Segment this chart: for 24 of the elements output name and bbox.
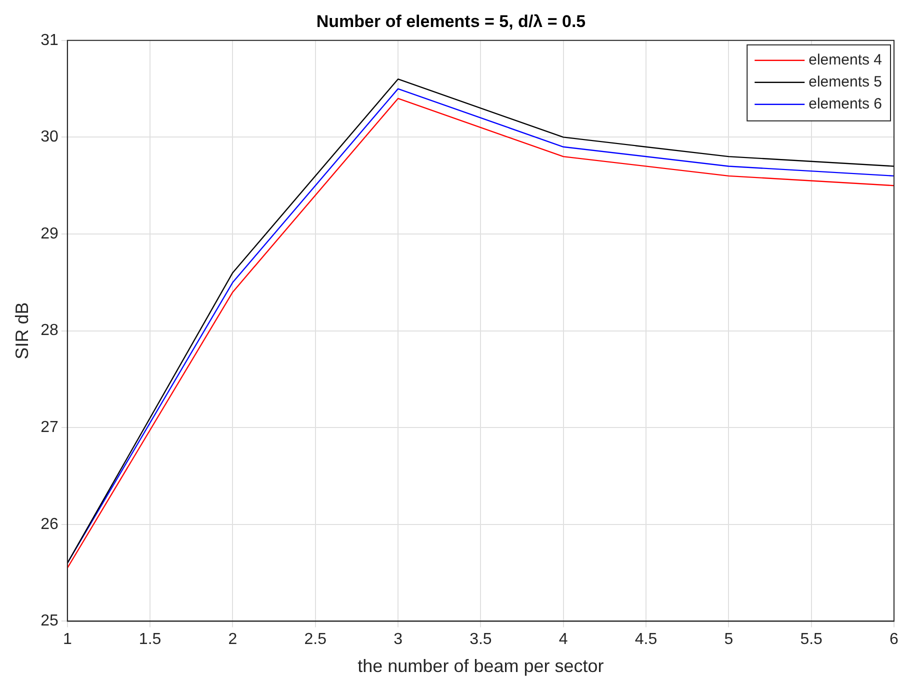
legend-label: elements 4 <box>808 52 882 69</box>
y-tick-label: 26 <box>40 516 58 533</box>
x-tick-label: 4.5 <box>634 631 658 648</box>
y-tick-label: 27 <box>40 419 58 436</box>
y-tick-label: 25 <box>40 612 58 630</box>
x-axis-title: the number of beam per sector <box>358 656 604 676</box>
x-tick-label: 3 <box>394 631 403 648</box>
y-axis-title: SIR dB <box>12 302 32 360</box>
x-tick-label: 1 <box>62 631 72 648</box>
x-tick-label: 6 <box>890 631 899 648</box>
legend-label: elements 6 <box>808 96 882 113</box>
x-tick-label: 5.5 <box>800 631 823 648</box>
x-tick-label: 2 <box>228 631 238 648</box>
y-tick-label: 31 <box>40 32 58 49</box>
x-tick-label: 1.5 <box>138 631 162 648</box>
y-tick-label: 28 <box>40 322 58 340</box>
x-tick-label: 2.5 <box>304 631 327 648</box>
x-tick-label: 4 <box>558 631 568 648</box>
legend-label: elements 5 <box>808 74 882 91</box>
x-tick-label: 5 <box>724 631 734 648</box>
y-tick-label: 30 <box>40 128 58 146</box>
x-tick-label: 3.5 <box>470 631 492 648</box>
chart-title: Number of elements = 5, d/λ = 0.5 <box>316 12 586 31</box>
y-tick-label: 29 <box>40 225 58 242</box>
